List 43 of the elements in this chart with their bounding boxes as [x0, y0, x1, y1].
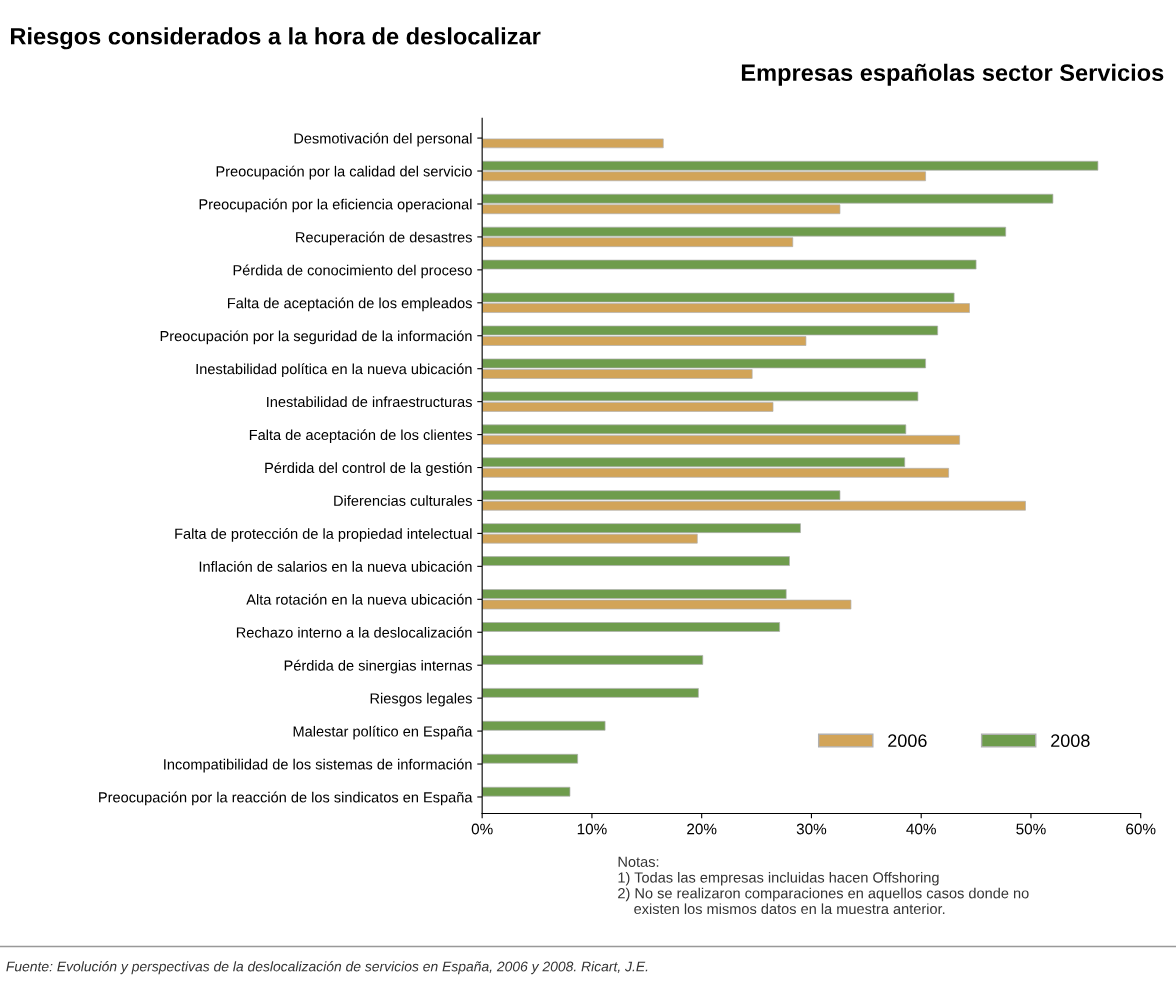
y-tick-label: Preocupación por la calidad del servicio: [216, 165, 472, 180]
bar: [482, 138, 664, 149]
y-tick-label: Pérdida de conocimiento del proceso: [233, 264, 472, 279]
y-tick-label: Recuperación de desastres: [296, 231, 472, 246]
bar: [482, 622, 780, 632]
text: Notas: 1) Todas las empresas incluidas hacen Offshoring 2) No se realizaron comparaciones en aquellos casos donde no existen los mismos datos en la muestra anterior.: [618, 856, 1029, 915]
y-tick-label: Riesgos legales: [370, 692, 472, 707]
x-tick-label: 50%: [1016, 823, 1046, 835]
x-tick-label: 30%: [796, 823, 827, 835]
y-tick-label: Rechazo interno a la deslocalización: [236, 626, 472, 638]
bar: [482, 655, 704, 665]
y-tick-label: Preocupación por la reacción de los sindicatos en España: [99, 791, 473, 806]
y-tick-label: Preocupación por la eficiencia operacional: [199, 198, 472, 213]
x-tick-label: 10%: [577, 823, 607, 835]
y-tick-label: Desmotivación del personal: [294, 132, 472, 147]
y-tick-label: Inestabilidad de infraestructuras: [267, 396, 472, 408]
y-tick-label: Inestabilidad política en la nueva ubicación: [196, 363, 472, 378]
x-tick-label: 0%: [471, 823, 493, 835]
x-tick-label: 60%: [1126, 823, 1156, 835]
bar: [482, 786, 571, 797]
y-tick-label: Preocupación por la seguridad de la información: [160, 330, 472, 345]
y-tick-label: Incompatibilidad de los sistemas de información: [164, 758, 472, 773]
legend-label: 2008: [1051, 734, 1090, 748]
y-tick-label: Falta de protección de la propiedad intelectual: [175, 528, 472, 542]
bar: [482, 720, 606, 731]
bar: [482, 688, 699, 698]
y-tick-label: Falta de aceptación de los empleados: [228, 297, 472, 312]
text: Riesgos considerados a la hora de deslocalizar: [10, 27, 541, 50]
y-tick-label: Falta de aceptación de los clientes: [249, 429, 472, 443]
x-tick-label: 20%: [687, 823, 717, 835]
y-tick-label: Alta rotación en la nueva ubicación: [246, 593, 472, 605]
bar: [482, 259, 977, 270]
y-tick-label: Malestar político en España: [293, 725, 473, 740]
y-tick-label: Pérdida de sinergias internas: [284, 659, 472, 674]
source-note: Fuente: Evolución y perspectivas de la deslocalización de servicios en España, 2006 y 2008. Ricart, J.E.: [6, 961, 648, 975]
x-tick-label: 40%: [906, 823, 936, 835]
y-tick-label: Diferencias culturales: [334, 495, 472, 506]
y-tick-label: Pérdida del control de la gestión: [265, 462, 472, 476]
legend-label: 2006: [888, 734, 927, 748]
y-tick-label: Inflación de salarios en la nueva ubicación: [199, 560, 472, 572]
bar: [482, 753, 578, 764]
bar: [482, 556, 790, 566]
chart-subtitle: Empresas españolas sector Servicios: [741, 63, 1164, 86]
